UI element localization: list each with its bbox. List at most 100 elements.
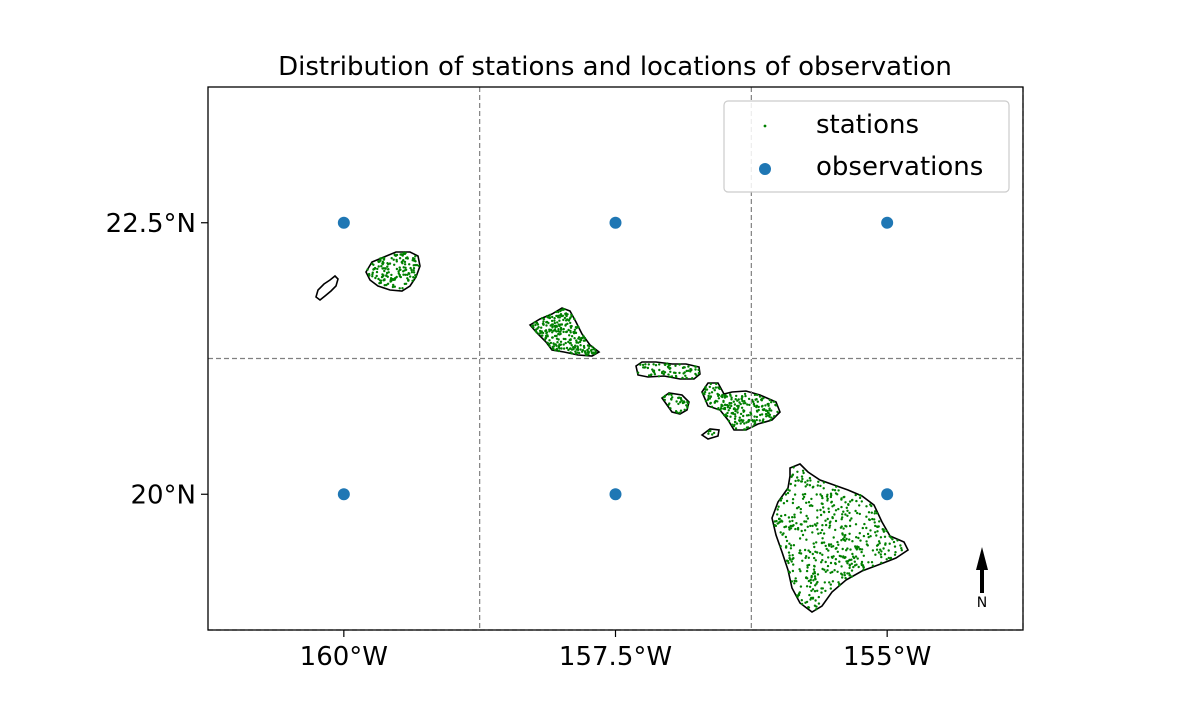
station-point: [844, 513, 847, 516]
station-point: [753, 393, 757, 397]
station-point: [722, 400, 725, 404]
legend-marker-stations: [763, 124, 767, 128]
observation-point: [881, 488, 894, 501]
station-point: [409, 266, 412, 270]
station-point: [852, 565, 855, 569]
station-point: [393, 253, 396, 256]
station-point: [836, 540, 839, 544]
station-point: [747, 397, 751, 401]
station-point: [770, 416, 773, 419]
station-point: [668, 364, 671, 367]
station-point: [727, 419, 731, 423]
station-point: [743, 400, 746, 403]
station-point: [732, 412, 735, 415]
station-point: [760, 413, 764, 416]
station-point: [837, 489, 840, 492]
station-point: [790, 475, 793, 478]
x-tick-label: 157.5°W: [559, 642, 672, 672]
station-point: [564, 312, 567, 315]
station-point: [374, 276, 377, 280]
station-point: [823, 581, 826, 584]
station-point: [820, 541, 824, 545]
station-point: [707, 396, 710, 400]
station-point: [675, 400, 678, 403]
station-point: [383, 269, 386, 273]
station-point: [821, 587, 824, 590]
station-point: [811, 531, 814, 534]
station-point: [858, 494, 862, 497]
station-point: [877, 551, 881, 554]
station-point: [808, 585, 812, 588]
station-point: [810, 576, 813, 579]
station-point: [560, 323, 564, 326]
station-point: [844, 576, 847, 580]
station-point: [832, 536, 835, 539]
station-point: [754, 398, 757, 401]
station-point: [371, 262, 374, 265]
station-point: [847, 503, 850, 507]
station-point: [793, 579, 796, 583]
station-point: [900, 549, 903, 552]
station-point: [875, 548, 879, 551]
station-point: [670, 393, 673, 397]
station-point: [410, 271, 414, 274]
station-point: [810, 589, 813, 592]
station-point: [825, 547, 828, 551]
station-point: [862, 534, 866, 538]
station-point: [867, 561, 870, 564]
station-point: [843, 571, 846, 574]
north-arrow: N: [976, 547, 988, 611]
station-point: [834, 519, 838, 523]
station-point: [535, 331, 538, 334]
station-point: [796, 526, 800, 530]
station-point: [390, 257, 393, 260]
station-point: [558, 319, 561, 322]
station-point: [767, 402, 770, 406]
station-point: [801, 493, 805, 496]
station-point: [812, 572, 815, 575]
station-point: [682, 366, 685, 369]
station-point: [893, 553, 897, 556]
station-point: [814, 550, 817, 553]
station-point: [398, 266, 401, 269]
station-point: [573, 337, 576, 340]
station-point: [773, 520, 777, 523]
station-point: [814, 578, 817, 581]
station-point: [380, 275, 384, 279]
station-point: [848, 558, 852, 562]
station-point: [412, 267, 416, 270]
station-point: [815, 608, 818, 611]
station-point: [848, 566, 851, 570]
station-point: [815, 541, 818, 544]
station-point: [569, 329, 572, 333]
station-point: [786, 488, 789, 491]
station-point: [791, 501, 795, 505]
station-point: [728, 406, 732, 410]
station-point: [389, 277, 393, 280]
station-point: [768, 409, 771, 412]
station-point: [707, 394, 710, 398]
station-point: [852, 556, 856, 560]
station-point: [658, 363, 661, 366]
station-point: [410, 268, 413, 272]
station-point: [768, 398, 771, 402]
station-point: [395, 253, 399, 257]
station-point: [733, 403, 737, 406]
station-point: [412, 276, 415, 279]
station-point: [788, 520, 791, 523]
station-point: [559, 330, 562, 333]
station-point: [553, 321, 556, 325]
station-point: [685, 404, 688, 407]
station-point: [885, 529, 888, 533]
station-point: [579, 344, 582, 347]
station-point: [876, 525, 879, 529]
station-point: [573, 317, 576, 321]
station-point: [758, 419, 761, 422]
station-point: [534, 328, 538, 331]
station-point: [787, 551, 791, 554]
station-point: [661, 370, 664, 374]
station-point: [569, 325, 572, 328]
station-point: [544, 336, 548, 340]
station-point: [757, 405, 760, 409]
station-point: [788, 542, 791, 545]
